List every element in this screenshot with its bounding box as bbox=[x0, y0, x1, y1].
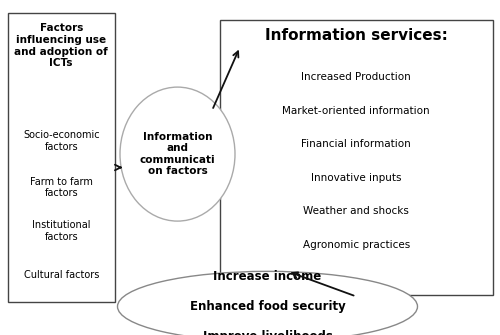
FancyBboxPatch shape bbox=[8, 13, 115, 302]
Text: Financial information: Financial information bbox=[302, 139, 411, 149]
Text: Increase income

Enhanced food security

Improve livelihoods: Increase income Enhanced food security I… bbox=[190, 270, 346, 335]
FancyBboxPatch shape bbox=[220, 20, 492, 295]
Ellipse shape bbox=[120, 87, 235, 221]
Text: Institutional
factors: Institutional factors bbox=[32, 220, 90, 242]
Text: Factors
influencing use
and adoption of
ICTs: Factors influencing use and adoption of … bbox=[14, 23, 108, 68]
Text: Increased Production: Increased Production bbox=[302, 72, 411, 82]
Text: Information
and
communicati
on factors: Information and communicati on factors bbox=[140, 132, 216, 177]
Text: Cultural factors: Cultural factors bbox=[24, 270, 99, 280]
Text: Innovative inputs: Innovative inputs bbox=[311, 173, 402, 183]
Ellipse shape bbox=[118, 271, 418, 335]
Text: Weather and shocks: Weather and shocks bbox=[304, 206, 409, 216]
Text: Information services:: Information services: bbox=[265, 28, 448, 44]
Text: Market-oriented information: Market-oriented information bbox=[282, 106, 430, 116]
Text: Agronomic practices: Agronomic practices bbox=[302, 240, 410, 250]
Text: Socio-economic
factors: Socio-economic factors bbox=[23, 130, 100, 151]
Text: Farm to farm
factors: Farm to farm factors bbox=[30, 177, 92, 198]
